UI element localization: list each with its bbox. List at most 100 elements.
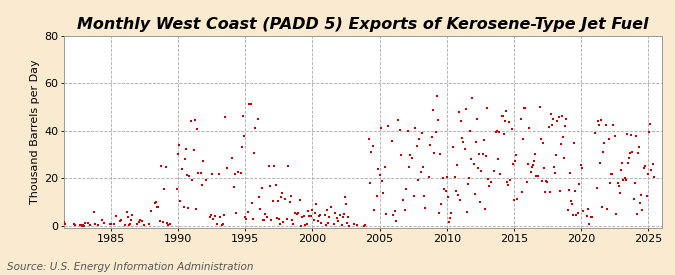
Point bbox=[161, 220, 172, 225]
Point bbox=[439, 186, 450, 191]
Point bbox=[541, 178, 551, 183]
Point bbox=[452, 163, 462, 167]
Point bbox=[523, 162, 534, 166]
Point bbox=[239, 134, 250, 138]
Point bbox=[488, 169, 499, 173]
Point bbox=[263, 164, 274, 169]
Point bbox=[246, 200, 257, 205]
Point bbox=[196, 182, 207, 187]
Point bbox=[125, 222, 136, 227]
Point bbox=[126, 218, 136, 222]
Title: Monthly West Coast (PADD 5) Exports of Kerosene-Type Jet Fuel: Monthly West Coast (PADD 5) Exports of K… bbox=[77, 17, 649, 32]
Point bbox=[144, 222, 155, 226]
Point bbox=[396, 153, 406, 158]
Point bbox=[632, 151, 643, 155]
Point bbox=[625, 151, 636, 155]
Point bbox=[74, 222, 85, 227]
Point bbox=[410, 126, 421, 130]
Point bbox=[313, 219, 323, 223]
Point bbox=[477, 152, 488, 156]
Point bbox=[236, 171, 246, 175]
Point bbox=[502, 180, 512, 184]
Point bbox=[268, 199, 279, 203]
Point bbox=[182, 172, 192, 177]
Point bbox=[626, 133, 637, 137]
Point bbox=[622, 161, 633, 165]
Point bbox=[368, 144, 379, 148]
Point bbox=[265, 184, 275, 189]
Point bbox=[542, 180, 553, 184]
Point bbox=[647, 162, 658, 167]
Point bbox=[572, 211, 583, 215]
Point bbox=[78, 223, 88, 227]
Point bbox=[563, 187, 574, 192]
Point bbox=[641, 194, 652, 198]
Point bbox=[605, 180, 616, 185]
Point bbox=[503, 183, 514, 188]
Point bbox=[296, 224, 306, 228]
Point bbox=[518, 106, 529, 110]
Point bbox=[599, 141, 610, 145]
Point bbox=[210, 214, 221, 219]
Point bbox=[214, 215, 225, 219]
Point bbox=[157, 220, 168, 224]
Point bbox=[275, 222, 286, 226]
Point bbox=[479, 207, 490, 211]
Point bbox=[418, 165, 429, 169]
Point bbox=[331, 216, 342, 221]
Point bbox=[127, 213, 138, 217]
Point bbox=[151, 200, 161, 204]
Point bbox=[624, 156, 634, 161]
Point bbox=[525, 169, 536, 174]
Point bbox=[472, 166, 483, 170]
Point bbox=[270, 182, 281, 187]
Point bbox=[460, 107, 471, 111]
Point bbox=[387, 138, 398, 143]
Point bbox=[566, 202, 577, 206]
Point bbox=[190, 118, 200, 122]
Point bbox=[115, 219, 126, 223]
Point bbox=[404, 153, 415, 157]
Point bbox=[598, 150, 609, 155]
Point bbox=[428, 108, 439, 113]
Point bbox=[537, 141, 548, 146]
Point bbox=[554, 189, 565, 193]
Point bbox=[637, 208, 648, 213]
Point bbox=[69, 222, 80, 226]
Point bbox=[288, 222, 299, 226]
Point bbox=[429, 151, 440, 156]
Point bbox=[459, 147, 470, 151]
Point bbox=[116, 218, 127, 222]
Point bbox=[329, 211, 340, 216]
Point bbox=[585, 215, 596, 219]
Point bbox=[271, 216, 282, 221]
Point bbox=[328, 222, 339, 226]
Point bbox=[470, 140, 481, 144]
Point bbox=[593, 119, 603, 123]
Point bbox=[539, 166, 549, 170]
Point bbox=[446, 210, 456, 215]
Point bbox=[319, 213, 330, 218]
Point bbox=[573, 182, 584, 187]
Point bbox=[545, 112, 556, 117]
Point bbox=[433, 211, 444, 215]
Point bbox=[379, 165, 390, 169]
Point bbox=[229, 185, 240, 189]
Point bbox=[524, 126, 535, 130]
Point bbox=[105, 222, 115, 226]
Point bbox=[326, 205, 337, 209]
Point bbox=[543, 125, 554, 129]
Point bbox=[612, 181, 623, 186]
Point bbox=[496, 114, 507, 118]
Point bbox=[576, 166, 587, 170]
Point bbox=[163, 223, 173, 227]
Point bbox=[295, 198, 306, 202]
Point bbox=[315, 213, 326, 217]
Point bbox=[298, 214, 309, 219]
Point bbox=[176, 167, 187, 171]
Point bbox=[569, 141, 580, 145]
Point bbox=[249, 150, 260, 155]
Point bbox=[438, 176, 449, 180]
Point bbox=[237, 145, 248, 149]
Point bbox=[445, 216, 456, 220]
